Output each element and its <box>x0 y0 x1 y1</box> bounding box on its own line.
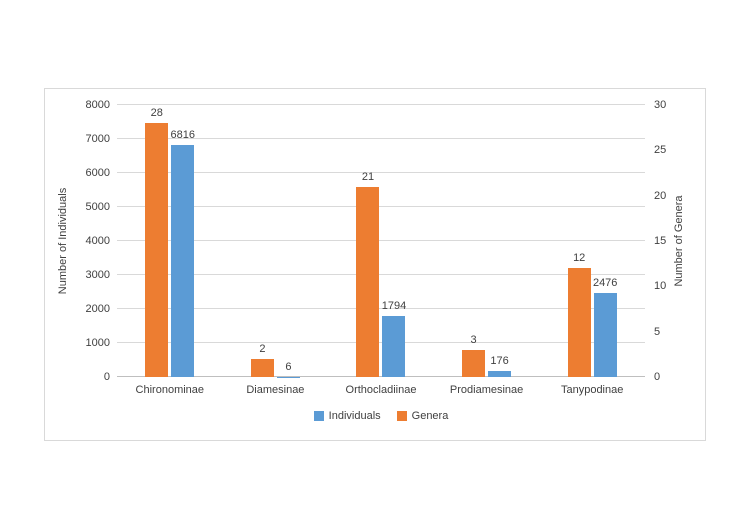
bar-group: 3 176 <box>434 105 540 377</box>
data-label-genera-tanypodinae: 12 <box>573 252 586 265</box>
left-axis-tick: 0 <box>103 371 110 383</box>
right-axis-tick: 15 <box>654 235 667 247</box>
gridline <box>117 104 645 105</box>
x-axis-line <box>117 376 645 377</box>
bar-individuals-orthocladiinae <box>382 316 406 377</box>
left-axis-title: Number of Individuals <box>57 187 69 295</box>
bar-groups: 28 6816 2 6 21 1794 3 176 12 2476 <box>117 105 645 377</box>
right-axis-tick: 20 <box>654 189 667 202</box>
bar-genera-orthocladiinae <box>356 186 380 377</box>
left-axis-tick: 3000 <box>85 269 110 281</box>
category-label: Chironominae <box>135 384 205 396</box>
right-axis-tick: 0 <box>654 371 661 383</box>
data-label-individuals-diamesinae: 6 <box>285 360 292 373</box>
right-axis-title: Number of Genera <box>673 195 685 287</box>
gridline <box>117 138 645 139</box>
data-label-individuals-tanypodinae: 2476 <box>592 276 618 289</box>
category-axis: Chironominae Diamesinae Orthocladiinae Prod… <box>117 384 645 396</box>
right-axis-tick: 25 <box>654 144 667 157</box>
gridline <box>117 308 645 309</box>
data-label-individuals-orthocladiinae: 1794 <box>381 300 407 313</box>
data-label-individuals-prodiamesinae: 176 <box>490 355 509 368</box>
right-axis-tick: 5 <box>654 325 661 338</box>
left-axis-tick: 5000 <box>85 201 110 213</box>
data-label-genera-chironominae: 28 <box>150 107 163 120</box>
legend-swatch <box>396 411 407 421</box>
bar-group: 12 2476 <box>539 105 645 377</box>
gridline <box>117 342 645 343</box>
legend-label: Individuals <box>328 410 381 422</box>
left-axis-tick: 6000 <box>85 167 110 179</box>
bar-group: 21 1794 <box>328 105 434 377</box>
right-axis-tick: 10 <box>654 280 667 293</box>
category-label: Prodiamesinae <box>449 384 524 396</box>
left-axis-tick: 2000 <box>85 303 110 315</box>
bar-individuals-tanypodinae <box>593 292 617 377</box>
category-label: Diamesinae <box>246 384 305 396</box>
legend-item-genera: Genera <box>396 410 449 422</box>
bar-individuals-prodiamesinae <box>488 371 512 377</box>
bar-individuals-chironominae <box>171 145 195 377</box>
legend-label: Genera <box>411 410 449 422</box>
bar-group: 28 6816 <box>117 105 223 377</box>
category-label: Orthocladiinae <box>345 384 417 396</box>
gridline <box>117 172 645 173</box>
left-axis-tick: 1000 <box>85 337 110 349</box>
legend: Individuals Genera <box>117 410 645 422</box>
legend-swatch <box>313 411 324 421</box>
gridline <box>117 240 645 241</box>
data-label-genera-prodiamesinae: 3 <box>470 333 477 346</box>
category-label: Tanypodinae <box>560 384 624 396</box>
plot-area: 0 1000 2000 3000 4000 5000 6000 7000 8000 0 5 10 15 2… <box>86 99 667 383</box>
left-axis-tick: 7000 <box>85 133 110 145</box>
data-label-genera-diamesinae: 2 <box>259 342 266 355</box>
bar-genera-chironominae <box>145 123 169 377</box>
data-label-individuals-chironominae: 6816 <box>170 129 196 142</box>
data-label-genera-orthocladiinae: 21 <box>361 170 375 183</box>
gridline <box>117 206 645 207</box>
bar-genera-tanypodinae <box>567 268 591 377</box>
right-axis-tick: 30 <box>654 99 667 111</box>
left-axis-tick: 4000 <box>85 235 110 247</box>
gridline <box>117 274 645 275</box>
left-axis-tick: 8000 <box>85 99 110 111</box>
legend-item-individuals: Individuals <box>313 410 381 422</box>
bar-genera-diamesinae <box>250 358 274 377</box>
bar-genera-prodiamesinae <box>462 349 486 377</box>
chart-panel: Number of Individuals Number of Genera 0… <box>44 88 706 441</box>
